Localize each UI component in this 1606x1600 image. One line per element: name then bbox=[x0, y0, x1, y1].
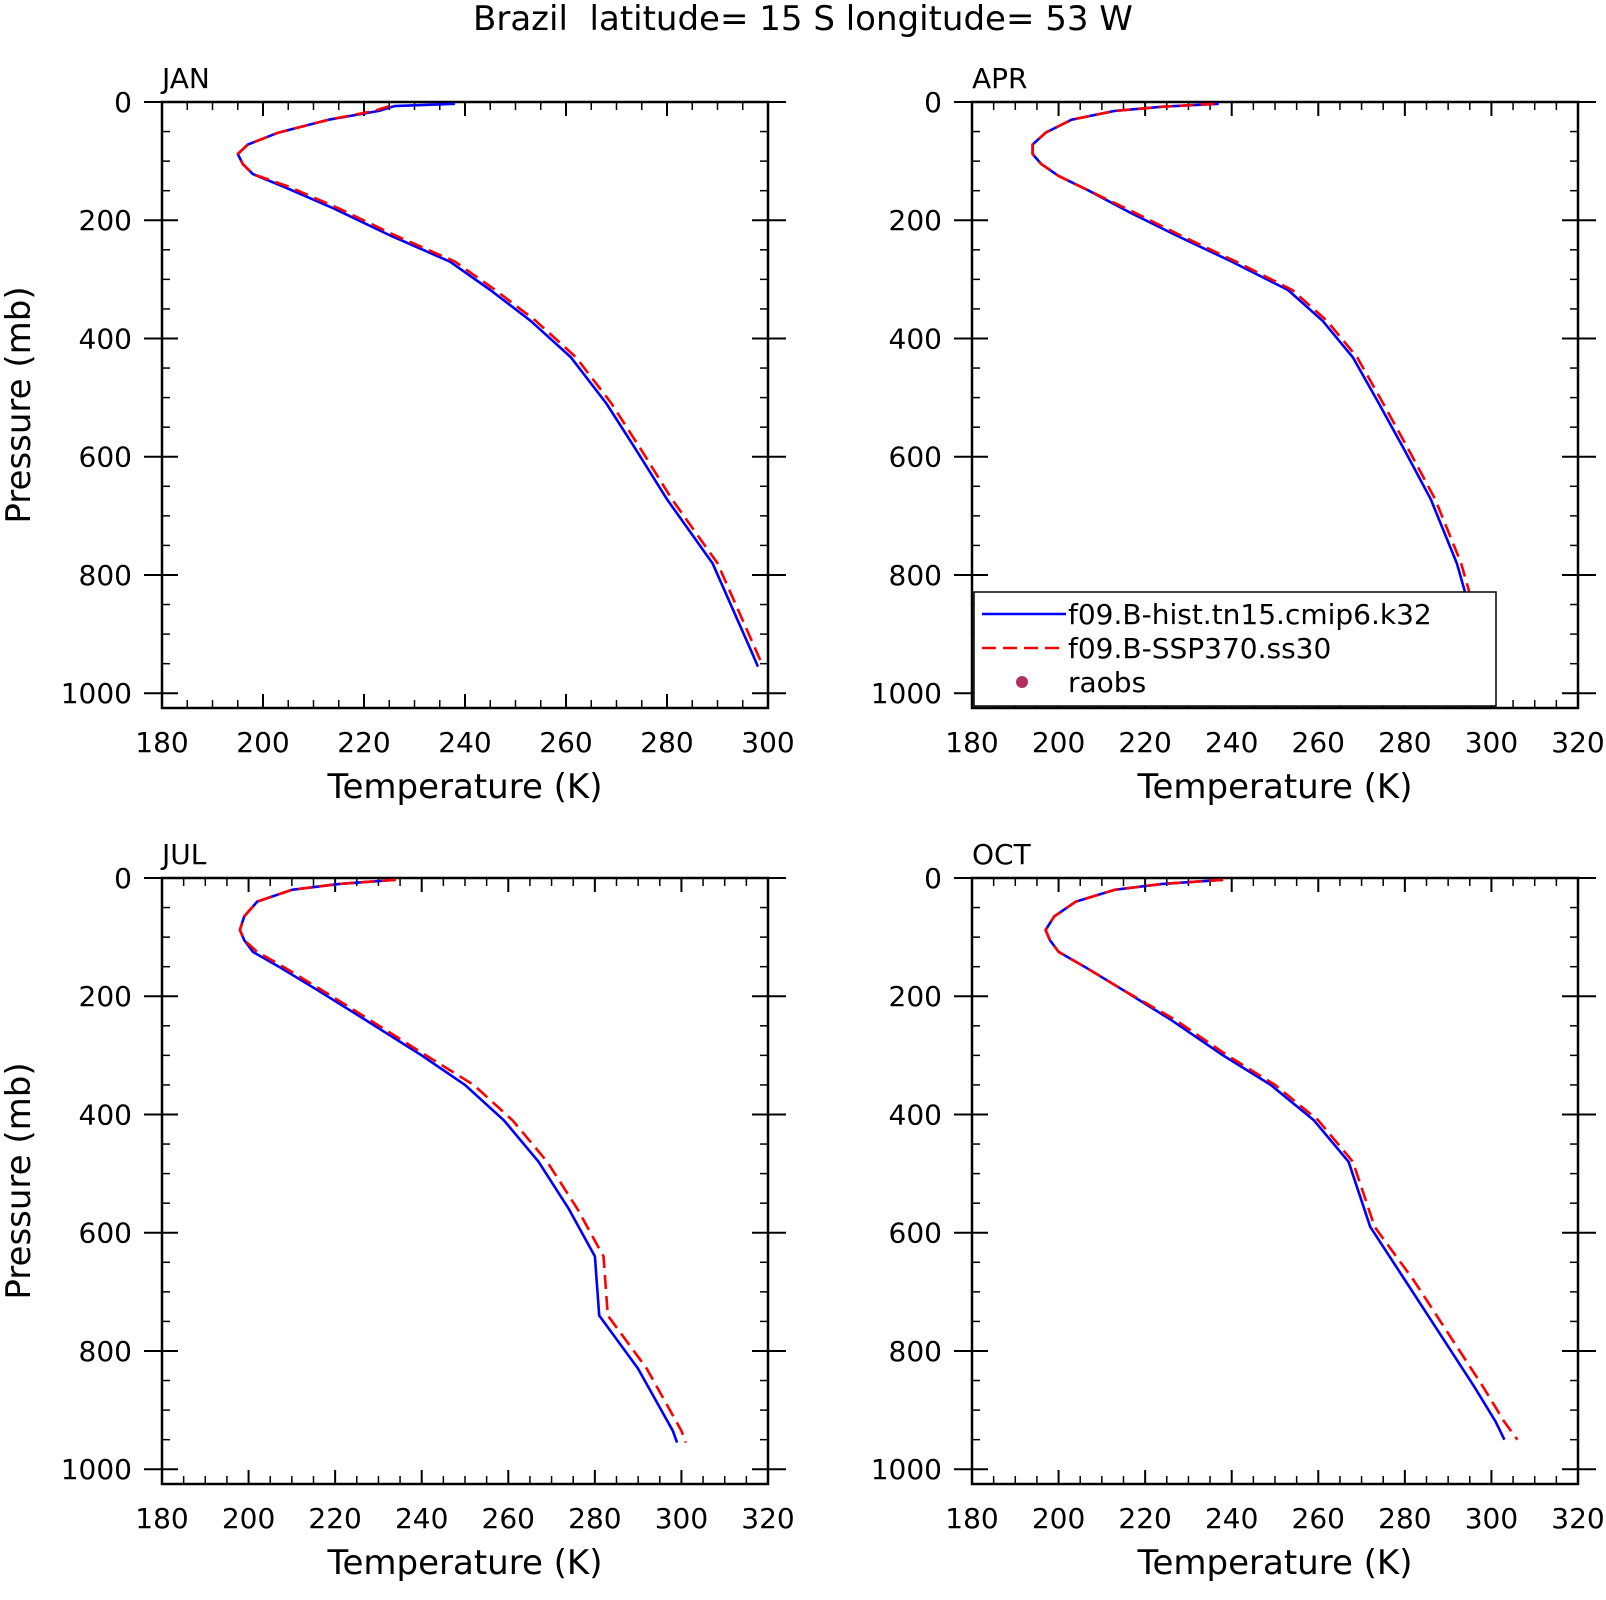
y-tick-label: 0 bbox=[924, 862, 942, 895]
x-axis-label: Temperature (K) bbox=[326, 1543, 602, 1583]
legend-label: f09.B-hist.tn15.cmip6.k32 bbox=[1068, 598, 1432, 631]
panel-oct: OCT 180 200 220 240 260 280 300 320 0 200 400 600 800… bbox=[871, 838, 1605, 1583]
legend-box bbox=[973, 591, 1497, 707]
panel-apr: APR 180 200 220 240 260 280 300 320 0 200 400 600 800… bbox=[871, 62, 1605, 807]
series-ssp370-line bbox=[238, 878, 688, 1444]
x-tick-label: 280 bbox=[1378, 1502, 1431, 1535]
x-tick-label: 240 bbox=[1205, 726, 1258, 759]
x-tick-label: 300 bbox=[1465, 726, 1518, 759]
figure-title: Brazil latitude= 15 S longitude= 53 W bbox=[473, 0, 1133, 39]
x-tick-label: 180 bbox=[135, 1502, 188, 1535]
y-tick-label: 0 bbox=[114, 862, 132, 895]
y-tick-label: 400 bbox=[889, 1098, 942, 1131]
x-tick-label: 200 bbox=[1032, 1502, 1085, 1535]
y-tick-label: 400 bbox=[79, 1098, 132, 1131]
legend: f09.B-hist.tn15.cmip6.k32f09.B-SSP370.ss… bbox=[973, 591, 1497, 707]
y-tick-label: 400 bbox=[889, 322, 942, 355]
panel-label: APR bbox=[972, 62, 1028, 95]
x-tick-label: 240 bbox=[1205, 1502, 1258, 1535]
legend-label: raobs bbox=[1068, 666, 1146, 699]
series-ssp370-line bbox=[1044, 878, 1519, 1441]
x-axis-label: Temperature (K) bbox=[1136, 1543, 1412, 1583]
panel-jul: JUL 180 200 220 240 260 280 300 320 0 200 400 600 800… bbox=[0, 838, 795, 1583]
panel-jan: JAN 180 200 220 240 260 280 300 0 200 400 600 800 100… bbox=[0, 62, 795, 807]
x-tick-label: 220 bbox=[1118, 726, 1171, 759]
x-tick-label: 260 bbox=[539, 726, 592, 759]
series-ssp370-line bbox=[236, 104, 765, 668]
x-tick-label: 260 bbox=[1292, 1502, 1345, 1535]
x-tick-label: 280 bbox=[568, 1502, 621, 1535]
x-axis-label: Temperature (K) bbox=[326, 767, 602, 807]
x-tick-label: 200 bbox=[222, 1502, 275, 1535]
x-tick-label: 200 bbox=[1032, 726, 1085, 759]
series-hist-line bbox=[238, 878, 679, 1444]
x-tick-label: 180 bbox=[135, 726, 188, 759]
y-tick-label: 600 bbox=[889, 441, 942, 474]
panel-label: JUL bbox=[160, 838, 207, 871]
y-tick-label: 0 bbox=[924, 86, 942, 119]
x-tick-label: 280 bbox=[1378, 726, 1431, 759]
x-tick-label: 320 bbox=[1551, 1502, 1604, 1535]
x-tick-label: 240 bbox=[395, 1502, 448, 1535]
x-tick-label: 280 bbox=[640, 726, 693, 759]
y-tick-label: 600 bbox=[889, 1217, 942, 1250]
x-tick-label: 320 bbox=[1551, 726, 1604, 759]
y-tick-label: 800 bbox=[79, 1335, 132, 1368]
plot-frame bbox=[160, 876, 770, 1486]
x-tick-label: 180 bbox=[945, 1502, 998, 1535]
legend-label: f09.B-SSP370.ss30 bbox=[1068, 632, 1331, 665]
x-tick-label: 240 bbox=[438, 726, 491, 759]
x-tick-label: 300 bbox=[1465, 1502, 1518, 1535]
y-tick-label: 400 bbox=[79, 322, 132, 355]
x-tick-label: 320 bbox=[741, 1502, 794, 1535]
x-axis-label: Temperature (K) bbox=[1136, 767, 1412, 807]
panels-group: JAN 180 200 220 240 260 280 300 0 200 400 600 800 100… bbox=[0, 62, 1605, 1583]
x-tick-label: 200 bbox=[236, 726, 289, 759]
y-tick-label: 200 bbox=[889, 980, 942, 1013]
y-tick-label: 800 bbox=[889, 559, 942, 592]
y-tick-label: 0 bbox=[114, 86, 132, 119]
y-tick-label: 800 bbox=[889, 1335, 942, 1368]
plot-frame bbox=[160, 100, 770, 710]
y-axis-label: Pressure (mb) bbox=[0, 286, 39, 523]
x-tick-label: 220 bbox=[337, 726, 390, 759]
x-tick-label: 260 bbox=[1292, 726, 1345, 759]
x-tick-label: 260 bbox=[482, 1502, 535, 1535]
legend-marker-raobs bbox=[1016, 676, 1028, 688]
y-tick-label: 800 bbox=[79, 559, 132, 592]
y-tick-label: 600 bbox=[79, 1217, 132, 1250]
x-tick-label: 180 bbox=[945, 726, 998, 759]
y-tick-label: 1000 bbox=[61, 677, 132, 710]
x-tick-label: 220 bbox=[1118, 1502, 1171, 1535]
x-tick-label: 220 bbox=[308, 1502, 361, 1535]
y-tick-label: 200 bbox=[79, 980, 132, 1013]
y-tick-label: 1000 bbox=[871, 677, 942, 710]
y-tick-label: 1000 bbox=[871, 1453, 942, 1486]
x-tick-label: 300 bbox=[741, 726, 794, 759]
x-tick-label: 300 bbox=[655, 1502, 708, 1535]
panel-label: OCT bbox=[972, 838, 1032, 871]
y-tick-label: 200 bbox=[889, 204, 942, 237]
y-axis-label: Pressure (mb) bbox=[0, 1062, 39, 1299]
series-hist-line bbox=[1044, 878, 1506, 1441]
series-hist-line bbox=[236, 102, 760, 668]
panel-label: JAN bbox=[160, 62, 210, 95]
series-ssp370-line bbox=[1031, 102, 1493, 668]
y-tick-label: 200 bbox=[79, 204, 132, 237]
series-hist-line bbox=[1031, 102, 1489, 668]
y-tick-label: 1000 bbox=[61, 1453, 132, 1486]
y-tick-label: 600 bbox=[79, 441, 132, 474]
